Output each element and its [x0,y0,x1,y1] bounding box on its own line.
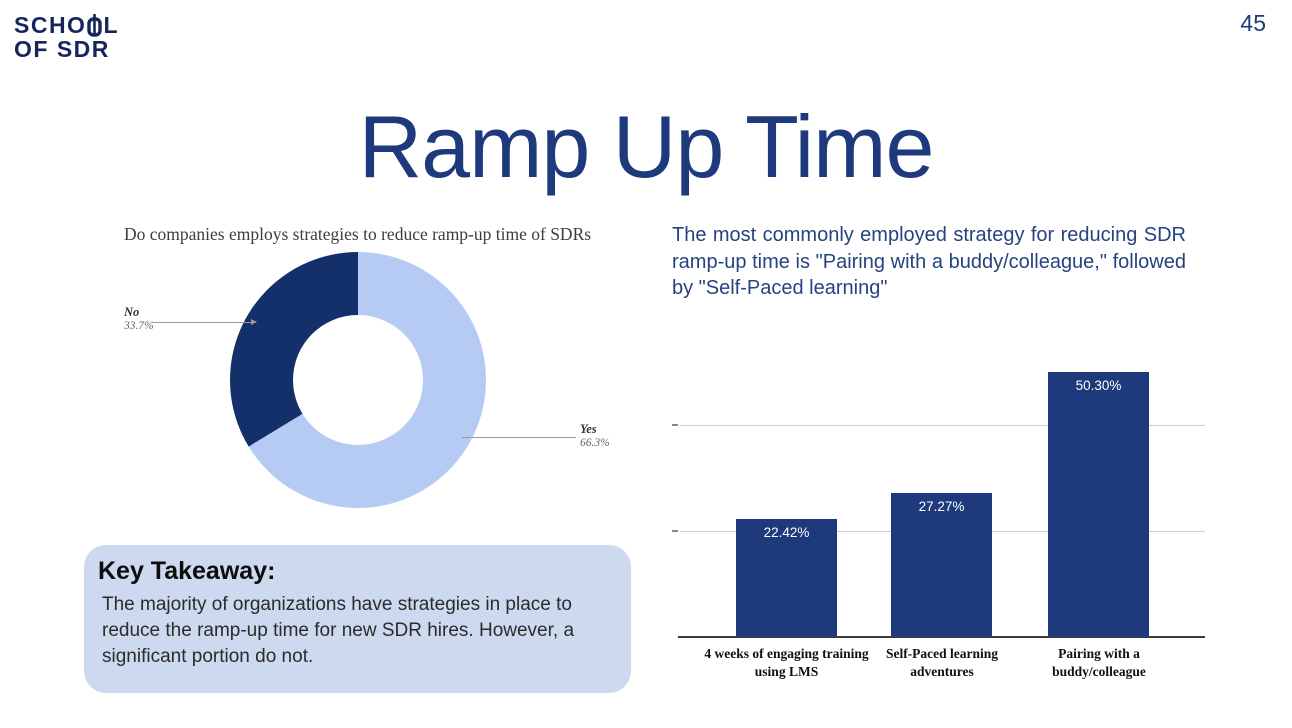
key-takeaway-box: Key Takeaway: The majority of organizati… [84,545,631,693]
bar-value-label: 50.30% [1075,377,1122,393]
donut-chart [230,252,486,508]
bar-category-label: 4 weeks of engaging training using LMS [704,646,869,679]
key-takeaway-body: The majority of organizations have strat… [102,594,575,668]
logo-line-2: OF SDR [14,36,110,62]
bar-value-label: 27.27% [918,499,965,515]
bar-1: 27.27% [891,493,992,637]
bar-plot: 22.42% 27.27% 50.30% [672,347,1207,638]
gridline [680,425,1205,427]
pie-label-yes: Yes [580,422,597,436]
bar-category-label: Pairing with a buddy/colleague [1052,646,1146,679]
bar-category-label: Self-Paced learning adventures [885,646,999,679]
donut-hole [293,315,423,445]
pie-label-no: No [124,305,140,319]
bar-value-label: 22.42% [763,524,810,540]
pie-pct-yes: 66.3% [580,437,610,449]
pie-callout-no: No 33.7% [124,305,154,332]
thermometer-o-icon [87,14,103,37]
leader-line-yes [462,437,576,438]
logo-text-scho: SCHO [14,12,87,39]
x-axis-line [678,636,1205,638]
y-axis-tick [672,529,678,532]
bar-2: 50.30% [1048,371,1149,637]
logo-line-1: SCHO L [14,12,120,39]
insight-paragraph: The most commonly employed strategy for … [672,224,1186,300]
pie-pct-no: 33.7% [124,320,154,332]
logo-text-l: L [103,12,120,39]
slide-title: Ramp Up Time [358,97,935,196]
page-number: 45 [1240,10,1266,36]
bar-categories: 4 weeks of engaging training using LMS Se… [672,645,1207,705]
pie-chart-title: Do companies employs strategies to reduc… [124,224,592,244]
key-takeaway-heading: Key Takeaway: [98,557,276,585]
bar-0: 22.42% [736,518,837,637]
leader-line-no [152,319,257,325]
school-of-sdr-logo: SCHO L OF SDR [14,12,120,62]
pie-callout-yes: Yes 66.3% [580,422,610,449]
y-axis-tick [672,424,678,427]
